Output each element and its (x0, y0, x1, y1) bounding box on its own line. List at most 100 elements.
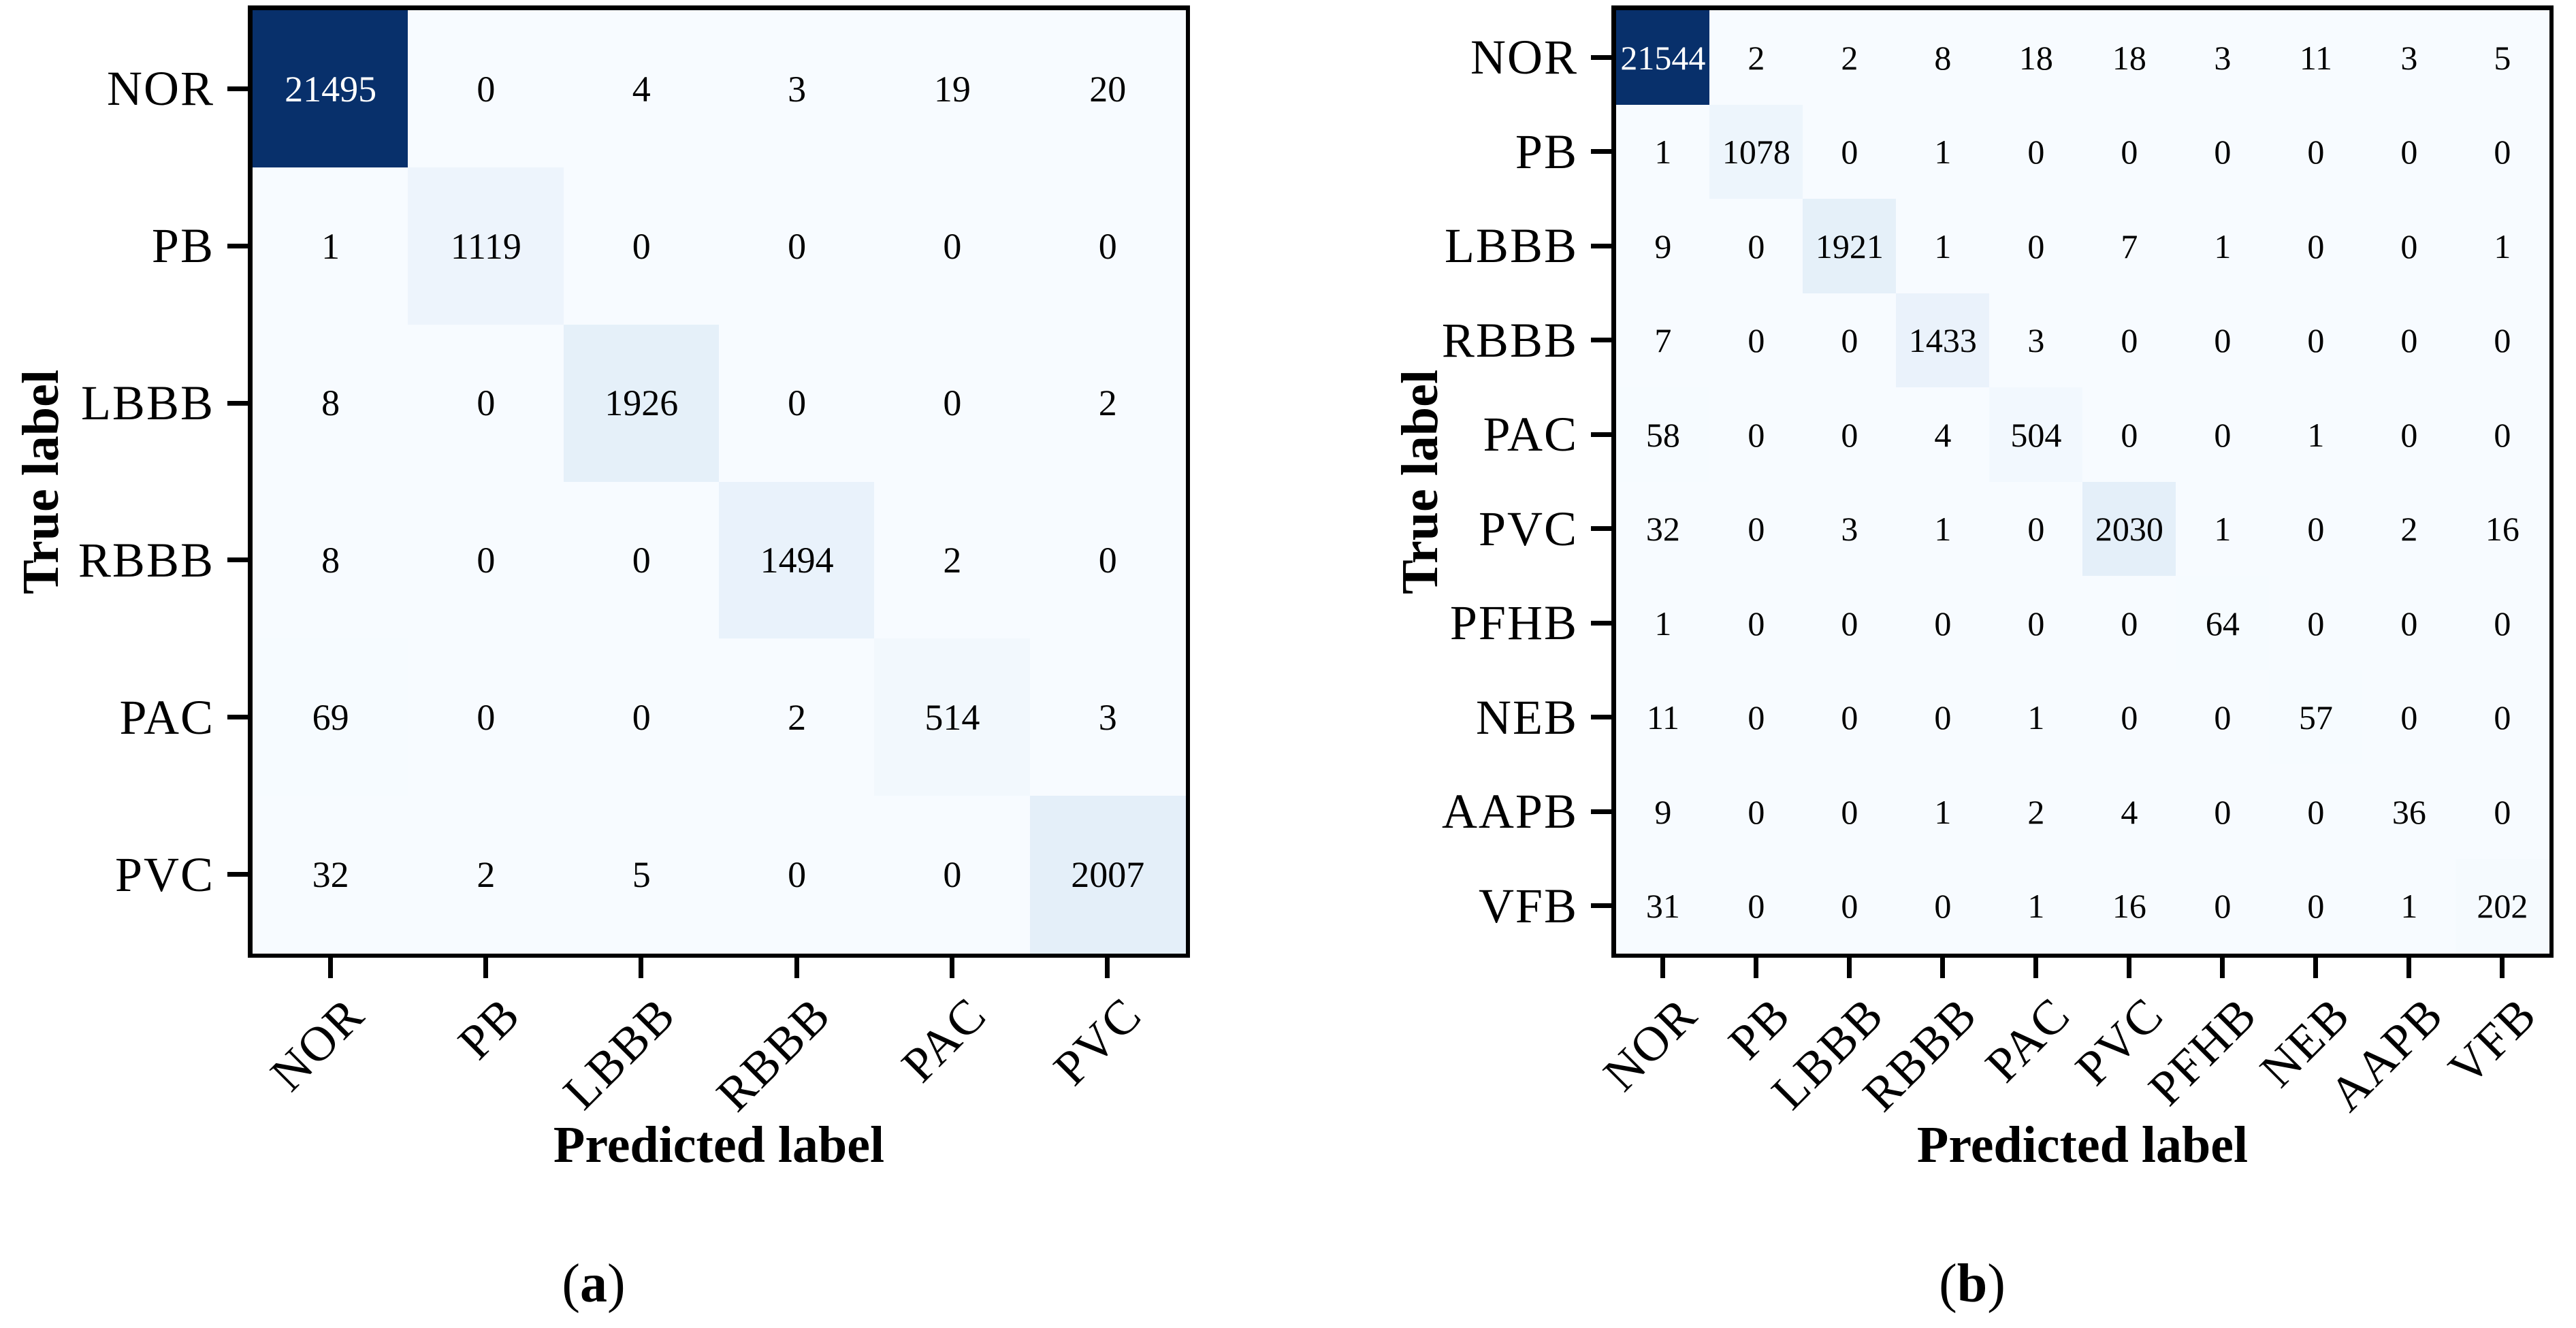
x-tick-label-PAC: PAC (1974, 986, 2080, 1092)
matrix-cell: 1 (253, 167, 409, 325)
caption-b-close-paren: ) (1987, 1254, 2006, 1314)
matrix-cell: 0 (2269, 576, 2363, 671)
matrix-cell: 0 (1803, 670, 1897, 765)
matrix-cell: 0 (408, 638, 564, 796)
cell-value: 0 (2307, 321, 2325, 360)
matrix-cell: 2 (1709, 10, 1803, 106)
matrix-cell: 32 (1616, 481, 1710, 577)
x-tick-label-PAC: PAC (890, 986, 997, 1092)
y-tick (227, 243, 248, 248)
cell-value: 0 (2494, 792, 2511, 831)
matrix-cell: 0 (1709, 670, 1803, 765)
cell-value: 0 (2307, 510, 2325, 549)
y-tick (1591, 54, 1611, 60)
x-tick (2406, 958, 2411, 978)
y-tick (1591, 809, 1611, 814)
matrix-cell: 1078 (1709, 104, 1803, 199)
matrix-cell: 0 (1709, 764, 1803, 860)
matrix-cell: 0 (2456, 576, 2549, 671)
cell-value: 0 (2494, 133, 2511, 172)
matrix-cell: 2 (1989, 764, 2083, 860)
cell-value: 0 (788, 225, 807, 267)
matrix-cell: 2 (1803, 10, 1897, 106)
cell-value: 0 (2214, 133, 2232, 172)
y-tick (227, 872, 248, 877)
matrix-cell: 9 (1616, 764, 1710, 860)
x-tick-label-RBBB: RBBB (706, 986, 841, 1122)
matrix-cell: 0 (1896, 576, 1990, 671)
caption-a: (a) (457, 1243, 730, 1325)
matrix-cell: 0 (2082, 387, 2176, 483)
x-tick (2127, 958, 2131, 978)
matrix-cell: 2 (2362, 481, 2456, 577)
cell-value: 2030 (2095, 510, 2163, 549)
matrix-cell: 0 (563, 481, 720, 640)
matrix-cell: 0 (2269, 858, 2363, 954)
matrix-cell: 0 (1803, 858, 1897, 954)
cell-value: 8 (321, 383, 340, 424)
matrix-cell: 69 (253, 638, 409, 796)
cell-value: 0 (2307, 887, 2325, 926)
y-tick (1591, 903, 1611, 909)
cell-value: 0 (1748, 510, 1765, 549)
matrix-cell: 21495 (253, 10, 409, 168)
cell-value: 504 (2010, 415, 2062, 454)
cell-value: 1494 (760, 540, 834, 581)
matrix-cell: 1921 (1803, 199, 1897, 294)
cell-value: 64 (2205, 604, 2240, 643)
matrix-cell: 1 (1989, 858, 2083, 954)
caption-b-open-paren: ( (1939, 1254, 1957, 1314)
matrix-cell: 19 (874, 10, 1031, 168)
y-tick (1591, 526, 1611, 532)
cell-value: 0 (632, 225, 651, 267)
caption-a-close-paren: ) (607, 1254, 626, 1314)
x-tick (2500, 958, 2505, 978)
matrix-cell: 0 (2082, 576, 2176, 671)
matrix-cell: 514 (874, 638, 1031, 796)
cell-value: 0 (1748, 604, 1765, 643)
cell-value: 0 (2027, 604, 2045, 643)
matrix-cell: 1926 (563, 324, 720, 483)
x-axis-title-b: Predicted label (1916, 1116, 2249, 1173)
x-tick-label-VFB: VFB (2437, 986, 2547, 1096)
matrix-cell: 0 (719, 167, 875, 325)
matrix-cell: 16 (2456, 481, 2549, 577)
matrix-cell: 0 (1989, 481, 2083, 577)
matrix-cell: 1 (2456, 199, 2549, 294)
matrix-cell: 9 (1616, 199, 1710, 294)
cell-value: 2007 (1071, 854, 1145, 895)
matrix-cell: 0 (2082, 293, 2176, 388)
matrix-cell: 18 (1989, 10, 2083, 106)
cell-value: 3 (1098, 697, 1117, 739)
matrix-cell: 3 (2176, 10, 2270, 106)
cell-value: 0 (1841, 133, 1858, 172)
caption-b: (b) (1836, 1243, 2108, 1325)
matrix-cell: 0 (408, 10, 564, 168)
matrix-cell: 0 (2362, 670, 2456, 765)
matrix-cell: 0 (1029, 481, 1186, 640)
cell-value: 2 (2027, 792, 2045, 831)
y-axis-title-a: True label (12, 369, 69, 594)
matrix-cell: 18 (2082, 10, 2176, 106)
cell-value: 5 (2494, 38, 2511, 77)
cell-value: 0 (1748, 887, 1765, 926)
cell-value: 1 (2027, 698, 2045, 737)
cell-value: 0 (2307, 792, 2325, 831)
cell-value: 0 (2027, 133, 2045, 172)
y-tick (1591, 149, 1611, 155)
cell-value: 31 (1645, 887, 1680, 926)
matrix-cell: 5 (2456, 10, 2549, 106)
cell-value: 202 (2477, 887, 2528, 926)
matrix-cell: 0 (2269, 293, 2363, 388)
matrix-cell: 0 (563, 638, 720, 796)
y-tick (1591, 432, 1611, 437)
matrix-cell: 0 (874, 324, 1031, 483)
cell-value: 3 (1841, 510, 1858, 549)
matrix-cell: 0 (2269, 199, 2363, 294)
cell-value: 0 (788, 383, 807, 424)
cell-value: 2 (943, 540, 962, 581)
matrix-cell: 0 (408, 324, 564, 483)
matrix-cell: 2007 (1029, 796, 1186, 954)
cell-value: 1119 (450, 225, 521, 267)
y-tick (227, 715, 248, 720)
